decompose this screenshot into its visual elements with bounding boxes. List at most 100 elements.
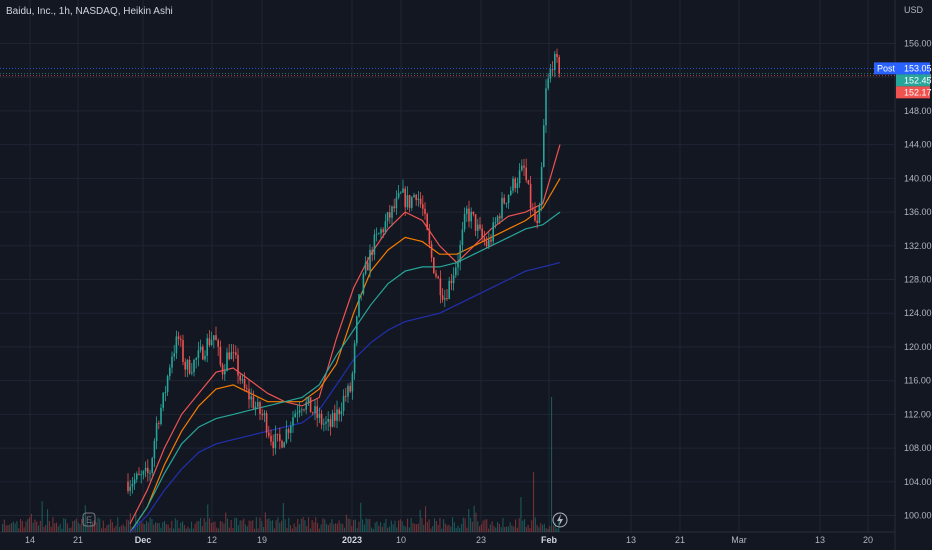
candle-body	[186, 359, 189, 370]
volume-bar	[335, 523, 337, 532]
lightning-icon[interactable]	[552, 512, 568, 528]
candle-body	[459, 245, 461, 263]
candle-body	[408, 195, 411, 208]
candle-body	[556, 53, 558, 58]
earnings-icon[interactable]: E	[82, 512, 96, 527]
candle-body	[505, 203, 508, 204]
volume-bar	[111, 522, 113, 532]
volume-bar	[182, 521, 184, 532]
volume-bar	[480, 524, 482, 532]
candle-body	[397, 192, 400, 198]
candle-body	[529, 183, 532, 209]
candle-body	[347, 385, 349, 397]
x-tick-label: 19	[257, 535, 267, 545]
volume-bar	[318, 528, 320, 532]
volume-bar	[426, 522, 428, 532]
candle-body	[424, 208, 426, 215]
time-axis[interactable]: 14 21 Dec 12 19 2023 10 23 Feb 13 21 Mar 13 20	[25, 535, 873, 545]
volume-bar	[120, 525, 122, 532]
svg-text:E: E	[86, 515, 92, 525]
candle-body	[384, 221, 387, 233]
volume-bar	[48, 521, 50, 532]
volume-bar	[47, 509, 49, 532]
candle-body	[265, 413, 268, 433]
volume-bar	[142, 523, 144, 532]
volume-bar	[533, 472, 535, 532]
volume-bar	[516, 527, 518, 532]
candle-body	[303, 409, 305, 411]
volume-bar	[408, 527, 410, 532]
candle-body	[496, 216, 499, 223]
volume-bar	[268, 518, 270, 532]
volume-bar	[216, 527, 218, 532]
candle-body	[395, 197, 398, 209]
volume-bar	[205, 521, 207, 532]
volume-bar	[473, 505, 475, 532]
volume-bar	[99, 518, 101, 532]
volume-bar	[248, 520, 250, 532]
candle-body	[534, 209, 536, 221]
candle-body	[283, 442, 285, 448]
volume-bar	[491, 521, 493, 532]
candle-body	[279, 434, 281, 441]
volume-bar	[470, 517, 472, 532]
candle-body	[472, 211, 475, 215]
volume-bar	[167, 524, 169, 532]
volume-bar	[45, 524, 47, 532]
volume-bar	[497, 521, 499, 532]
candle-body	[457, 262, 459, 268]
moving-average-line	[129, 262, 561, 533]
x-tick-label: 13	[626, 535, 636, 545]
candle-body	[402, 188, 404, 193]
volume-bar	[336, 523, 338, 532]
chart-title: Baidu, Inc., 1h, NASDAQ, Heikin Ashi	[6, 6, 173, 17]
volume-bars	[2, 397, 560, 532]
candle-body	[230, 352, 233, 360]
price-axis[interactable]: 100.00 104.00 108.00 112.00 116.00 120.00 124.…	[904, 39, 932, 521]
y-tick-label: 144.00	[904, 140, 932, 150]
candle-body	[468, 208, 470, 222]
volume-bar	[547, 528, 549, 532]
volume-bar	[41, 501, 43, 532]
volume-bar	[52, 517, 54, 532]
candle-body	[261, 413, 263, 416]
candle-body	[314, 406, 316, 414]
candle-body	[204, 355, 206, 360]
volume-bar	[144, 524, 146, 532]
volume-bar	[225, 512, 227, 532]
volume-bar	[185, 528, 187, 532]
volume-bar	[434, 518, 436, 532]
volume-bar	[164, 520, 166, 532]
volume-bar	[376, 521, 378, 532]
candle-body	[393, 206, 395, 209]
volume-bar	[511, 525, 513, 532]
volume-bar	[448, 524, 450, 532]
volume-bar	[288, 517, 290, 532]
candle-body	[241, 379, 244, 381]
candle-body	[488, 239, 490, 247]
volume-bar	[515, 519, 517, 532]
volume-bar	[461, 523, 463, 532]
candle-body	[287, 429, 290, 433]
candle-body	[417, 198, 420, 201]
volume-bar	[367, 519, 369, 532]
x-tick-label: 21	[675, 535, 685, 545]
volume-bar	[16, 521, 18, 532]
volume-bar	[200, 517, 202, 532]
volume-bar	[338, 520, 340, 532]
volume-bar	[522, 520, 524, 532]
y-tick-label: 140.00	[904, 173, 932, 183]
candle-body	[199, 346, 202, 351]
volume-bar	[509, 522, 511, 532]
candle-body	[477, 224, 479, 231]
volume-bar	[410, 517, 412, 532]
volume-bar	[374, 522, 376, 532]
volume-bar	[520, 497, 522, 532]
x-tick-label: 12	[207, 535, 217, 545]
candle-body	[334, 412, 336, 421]
candle-body	[406, 195, 409, 208]
volume-bar	[147, 522, 149, 532]
volume-bar	[385, 518, 387, 532]
volume-bar	[191, 521, 193, 532]
